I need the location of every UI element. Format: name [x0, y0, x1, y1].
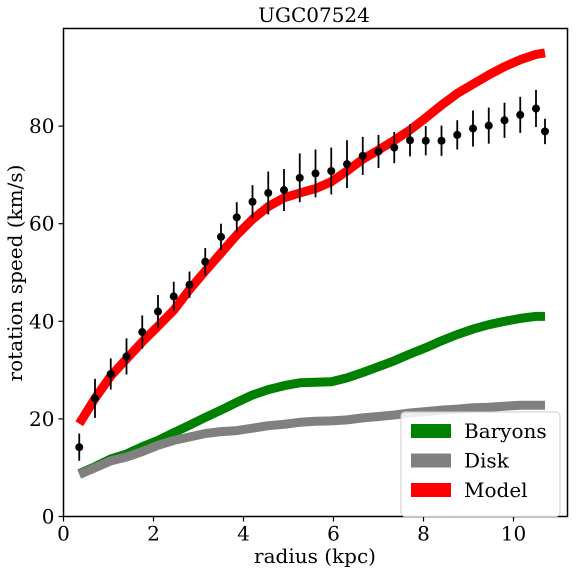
legend-label-baryons: Baryons [464, 419, 547, 443]
model-band [75, 48, 546, 427]
x-axis-label: radius (kpc) [254, 544, 376, 568]
y-tick-label: 40 [29, 309, 54, 333]
data-point [343, 160, 351, 169]
y-tick-label: 20 [29, 407, 54, 431]
y-tick-label: 0 [42, 505, 55, 529]
x-axis: 0 2 4 6 8 10 [57, 516, 526, 546]
data-point [516, 110, 525, 119]
data-point [154, 307, 162, 316]
data-point [358, 151, 367, 160]
x-tick-label: 10 [501, 522, 526, 546]
data-point [169, 292, 178, 301]
data-point [138, 328, 147, 337]
data-point [280, 186, 288, 195]
chart-title: UGC07524 [258, 3, 370, 27]
legend-label-model: Model [464, 478, 528, 502]
plot-area [75, 48, 549, 479]
x-tick-label: 4 [237, 522, 250, 546]
data-point [201, 257, 210, 266]
data-point [122, 352, 131, 361]
data-point [484, 121, 493, 130]
data-point [185, 280, 194, 289]
data-point [469, 124, 477, 133]
plot-frame [62, 27, 569, 518]
y-axis-label: rotation speed (km/s) [3, 165, 27, 382]
x-tick-label: 8 [417, 522, 430, 546]
data-point [75, 443, 84, 452]
data-point [327, 166, 336, 175]
data-point [248, 197, 257, 206]
legend-swatch-model [411, 483, 451, 497]
data-point [311, 169, 320, 178]
data-point [91, 394, 99, 403]
data-point [295, 173, 304, 182]
x-tick-label: 2 [147, 522, 160, 546]
y-tick-label: 80 [29, 114, 54, 138]
x-tick-label: 0 [57, 522, 70, 546]
data-point [500, 116, 509, 125]
disk-band [77, 400, 545, 479]
data-point [532, 104, 540, 113]
data-point [390, 143, 399, 152]
y-axis: 0 20 40 60 80 [29, 114, 64, 529]
data-point [374, 147, 383, 156]
data-point [106, 370, 115, 379]
data-point [437, 136, 446, 145]
data-point [264, 188, 273, 197]
data-point [421, 136, 430, 145]
data-point [541, 127, 549, 136]
baryons-band [77, 311, 545, 478]
x-tick-label: 6 [327, 522, 340, 546]
legend-swatch-disk [411, 453, 451, 468]
legend: Baryons Disk Model [400, 411, 561, 517]
data-point [453, 130, 462, 139]
y-tick-label: 60 [29, 212, 54, 236]
legend-swatch-baryons [411, 424, 451, 438]
data-point [217, 232, 225, 241]
data-point [406, 136, 414, 145]
legend-label-disk: Disk [464, 449, 510, 473]
data-point [232, 213, 241, 222]
